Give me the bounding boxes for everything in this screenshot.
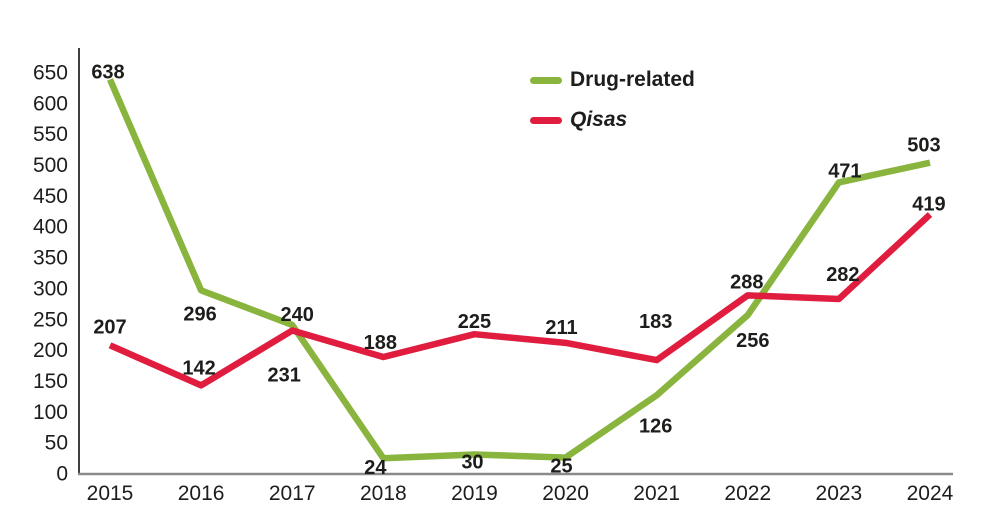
x-tick-label: 2019 <box>451 482 498 505</box>
data-label-drug-related: 30 <box>461 451 483 473</box>
data-label-qisas: 231 <box>268 364 301 386</box>
series-line-drug-related <box>107 78 931 462</box>
series-line-qisas <box>108 212 933 389</box>
data-label-qisas: 419 <box>912 194 945 216</box>
y-tick-label: 300 <box>33 277 68 300</box>
data-label-drug-related: 256 <box>736 330 769 352</box>
y-tick-label: 150 <box>33 370 68 393</box>
legend-item-qisas: Qisas <box>530 108 695 132</box>
legend-label-qisas: Qisas <box>570 108 628 131</box>
y-tick-label: 0 <box>56 463 68 486</box>
x-tick-label: 2022 <box>724 482 771 505</box>
data-label-drug-related: 296 <box>183 303 216 325</box>
y-tick-label: 400 <box>33 216 68 239</box>
x-tick-label: 2016 <box>178 482 225 505</box>
data-label-drug-related: 24 <box>364 457 387 479</box>
data-label-qisas: 211 <box>545 317 577 339</box>
data-label-drug-related: 503 <box>907 135 940 157</box>
data-label-drug-related: 25 <box>550 456 572 478</box>
x-tick-label: 2024 <box>907 482 954 505</box>
data-label-qisas: 225 <box>458 311 491 333</box>
data-label-qisas: 207 <box>93 316 126 338</box>
data-label-drug-related: 126 <box>639 415 672 437</box>
x-tick-label: 2020 <box>542 482 589 505</box>
y-tick-label: 100 <box>33 401 68 424</box>
y-tick-label: 50 <box>45 432 68 455</box>
y-tick-label: 200 <box>33 339 68 362</box>
data-label-drug-related: 471 <box>828 160 861 182</box>
y-tick-label: 500 <box>33 154 68 177</box>
legend-swatch-qisas-icon <box>530 116 562 124</box>
y-tick-label: 250 <box>33 308 68 331</box>
data-label-qisas: 183 <box>639 311 672 333</box>
data-label-qisas: 288 <box>730 271 763 293</box>
y-tick-label: 600 <box>33 92 68 115</box>
data-label-qisas: 282 <box>826 264 859 286</box>
y-tick-label: 450 <box>33 185 68 208</box>
x-tick-label: 2021 <box>633 482 680 505</box>
y-tick-label: 350 <box>33 247 68 270</box>
legend-label-drug-related: Drug-related <box>570 68 695 91</box>
legend-item-drug-related: Drug-related <box>530 68 695 92</box>
x-tick-label: 2017 <box>269 482 316 505</box>
x-tick-label: 2015 <box>87 482 134 505</box>
y-tick-label: 650 <box>33 62 68 85</box>
data-label-qisas: 142 <box>182 357 215 379</box>
x-tick-label: 2018 <box>360 482 407 505</box>
legend: Drug-related Qisas <box>530 68 695 132</box>
data-label-drug-related: 240 <box>281 304 314 326</box>
data-label-qisas: 188 <box>364 332 397 354</box>
data-label-drug-related: 638 <box>91 61 124 83</box>
x-tick-label: 2023 <box>816 482 863 505</box>
legend-swatch-drug-related-icon <box>530 76 562 84</box>
y-tick-label: 550 <box>33 123 68 146</box>
